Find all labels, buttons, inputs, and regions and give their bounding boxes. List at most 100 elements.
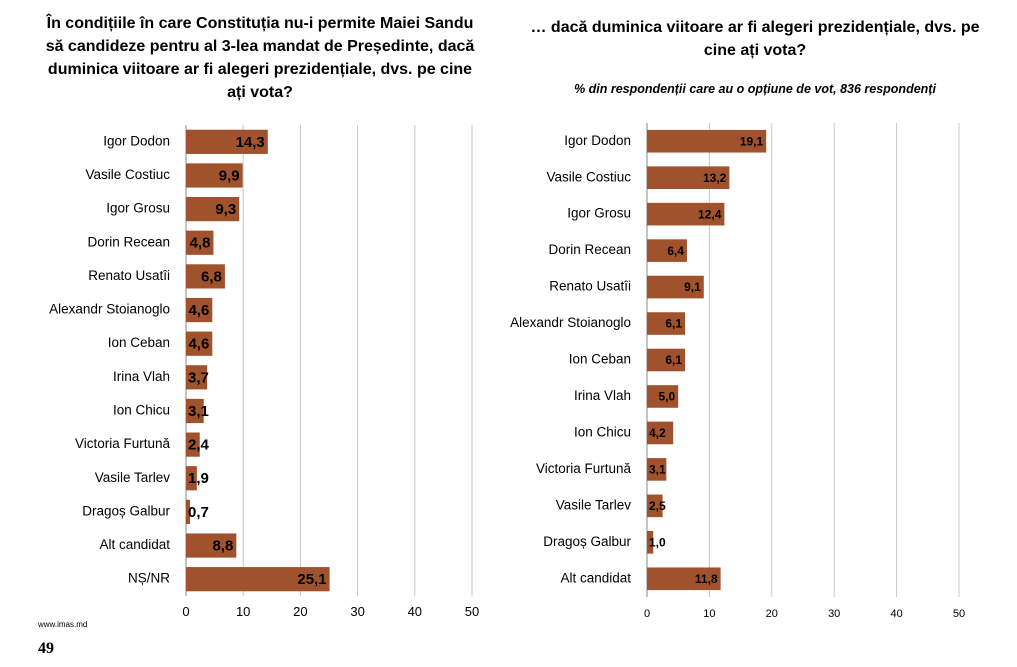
bar-3 (647, 239, 687, 262)
tick-label-10: 10 (703, 608, 715, 620)
category-label-6: Ion Ceban (569, 352, 631, 367)
category-label-0: Igor Dodon (564, 133, 631, 148)
value-label-4: 6,8 (201, 268, 222, 285)
tick-label-0: 0 (644, 608, 650, 620)
value-label-1: 13,2 (703, 171, 727, 185)
chart-left-title: În condițiile în care Constituția nu-i p… (45, 15, 475, 101)
category-label-10: Vasile Tarlev (95, 470, 171, 485)
tick-label-50: 50 (953, 608, 965, 620)
bar-11 (186, 499, 191, 525)
value-label-3: 4,8 (190, 235, 211, 252)
category-label-1: Vasile Costiuc (85, 167, 170, 182)
page-number: 49 (38, 640, 54, 657)
value-label-8: 4,2 (649, 426, 666, 440)
value-label-6: 6,1 (665, 353, 682, 367)
bar-13 (186, 567, 330, 592)
bar-0 (647, 129, 767, 153)
bar-12 (186, 533, 237, 558)
bar-6 (647, 348, 686, 372)
category-label-0: Igor Dodon (103, 133, 170, 148)
category-label-8: Ion Chicu (574, 424, 631, 439)
bar-12 (647, 567, 721, 591)
category-label-12: Alt candidat (560, 570, 631, 585)
value-label-4: 9,1 (684, 280, 701, 294)
category-label-5: Alexandr Stoianoglo (49, 302, 170, 317)
value-label-11: 0,7 (188, 504, 209, 521)
value-label-10: 2,5 (649, 499, 666, 513)
bar-2 (647, 202, 725, 226)
value-label-7: 3,7 (188, 369, 209, 386)
category-label-4: Renato Usatîi (549, 279, 631, 294)
value-label-8: 3,1 (188, 403, 209, 420)
value-label-12: 11,8 (695, 572, 718, 586)
category-label-11: Dragoș Galbur (543, 534, 631, 549)
bar-7 (647, 385, 679, 408)
tick-label-30: 30 (350, 604, 364, 619)
tick-label-20: 20 (293, 604, 307, 619)
bar-4 (186, 264, 225, 289)
tick-label-50: 50 (465, 604, 479, 619)
bar-3 (186, 230, 214, 255)
value-label-9: 2,4 (188, 437, 210, 454)
category-label-4: Renato Usatîi (88, 268, 170, 283)
bar-9 (186, 432, 200, 457)
category-label-5: Alexandr Stoianoglo (510, 315, 631, 330)
category-label-9: Victoria Furtună (536, 461, 632, 476)
bar-0 (186, 129, 268, 154)
value-label-11: 1,0 (649, 535, 666, 549)
bar-10 (186, 466, 197, 491)
category-label-3: Dorin Recean (548, 242, 631, 257)
value-label-12: 8,8 (212, 538, 233, 555)
category-label-3: Dorin Recean (87, 234, 170, 249)
value-label-0: 19,1 (740, 134, 764, 148)
bar-8 (186, 398, 204, 424)
category-label-9: Victoria Furtună (75, 436, 171, 451)
chart-right-title: … dacă duminica viitoare ar fi alegeri p… (530, 19, 980, 59)
bar-11 (647, 531, 654, 554)
value-label-0: 14,3 (236, 134, 265, 151)
category-label-10: Vasile Tarlev (556, 497, 632, 512)
category-label-2: Igor Grosu (567, 206, 631, 221)
bar-5 (647, 312, 686, 335)
bar-1 (647, 166, 730, 189)
tick-label-30: 30 (828, 608, 840, 620)
category-label-13: NȘ/NR (128, 571, 170, 586)
value-label-10: 1,9 (188, 470, 209, 487)
value-label-5: 6,1 (665, 317, 682, 331)
tick-label-40: 40 (890, 608, 902, 620)
value-label-9: 3,1 (649, 463, 666, 477)
value-label-1: 9,9 (219, 167, 240, 184)
category-label-12: Alt candidat (99, 537, 170, 552)
category-label-6: Ion Ceban (108, 335, 170, 350)
bar-6 (186, 331, 213, 356)
bar-5 (186, 297, 213, 323)
bar-10 (647, 494, 663, 518)
value-label-2: 9,3 (215, 201, 236, 218)
bar-4 (647, 275, 704, 299)
tick-label-0: 0 (182, 604, 189, 619)
value-label-5: 4,6 (188, 302, 209, 319)
value-label-7: 5,0 (659, 390, 676, 404)
bar-1 (186, 163, 243, 188)
category-label-1: Vasile Costiuc (546, 169, 631, 184)
bar-8 (647, 421, 674, 445)
bar-2 (186, 196, 240, 222)
chart-right-subtitle: % din respondenții care au o opțiune de … (574, 82, 936, 96)
value-label-3: 6,4 (667, 244, 684, 258)
bar-7 (186, 365, 208, 390)
value-label-13: 25,1 (297, 571, 326, 588)
tick-label-40: 40 (408, 604, 422, 619)
value-label-2: 12,4 (698, 207, 722, 221)
category-label-7: Irina Vlah (574, 388, 631, 403)
category-label-7: Irina Vlah (113, 369, 170, 384)
category-label-11: Dragoș Galbur (82, 503, 170, 518)
tick-label-20: 20 (766, 608, 778, 620)
footer-url: www.imas.md (38, 620, 88, 629)
tick-label-10: 10 (236, 604, 250, 619)
value-label-6: 4,6 (188, 336, 209, 353)
category-label-2: Igor Grosu (106, 201, 170, 216)
category-label-8: Ion Chicu (113, 403, 170, 418)
bar-9 (647, 458, 667, 481)
